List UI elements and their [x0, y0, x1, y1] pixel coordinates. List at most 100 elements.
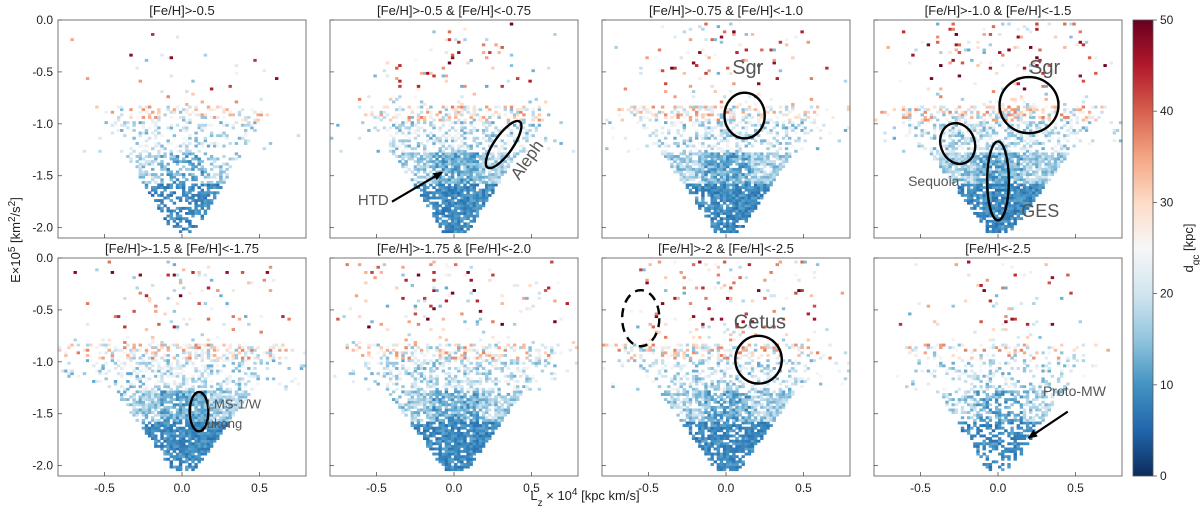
- heatmap-cell: [810, 121, 813, 124]
- heatmap-cell: [1045, 152, 1048, 155]
- heatmap-cell: [711, 194, 714, 197]
- heatmap-cell: [170, 178, 173, 181]
- heatmap-cell: [1029, 150, 1032, 153]
- heatmap-cell: [1041, 108, 1044, 111]
- heatmap-cell: [701, 152, 704, 155]
- heatmap-cell: [182, 450, 185, 453]
- heatmap-cell: [927, 108, 930, 111]
- heatmap-cell: [432, 163, 435, 166]
- heatmap-cell: [435, 207, 438, 210]
- heatmap-cell: [198, 440, 201, 443]
- heatmap-cell: [198, 453, 201, 456]
- heatmap-cell: [701, 199, 704, 202]
- heatmap-cell: [148, 435, 151, 438]
- heatmap-cell: [408, 168, 411, 171]
- heatmap-cell: [222, 145, 225, 148]
- heatmap-cell: [160, 445, 163, 448]
- heatmap-cell: [1023, 194, 1026, 197]
- heatmap-cell: [1032, 106, 1035, 109]
- heatmap-cell: [735, 184, 738, 187]
- heatmap-cell: [423, 191, 426, 194]
- heatmap-cell: [738, 158, 741, 161]
- heatmap-cell: [936, 111, 939, 114]
- heatmap-cell: [989, 101, 992, 104]
- heatmap-cells: [874, 23, 1122, 234]
- heatmap-cell: [423, 152, 426, 155]
- heatmap-cell: [976, 113, 979, 116]
- heatmap-cell: [945, 132, 948, 135]
- heatmap-cell: [711, 155, 714, 158]
- heatmap-cell: [463, 173, 466, 176]
- heatmap-cell: [711, 145, 714, 148]
- heatmap-cell: [729, 217, 732, 220]
- heatmap-cell: [167, 184, 170, 187]
- heatmap-cell: [207, 194, 210, 197]
- heatmap-cell: [451, 212, 454, 215]
- heatmap-cell: [976, 186, 979, 189]
- heatmap-cell: [470, 173, 473, 176]
- heatmap-cell: [139, 132, 142, 135]
- heatmap-cell: [970, 142, 973, 145]
- heatmap-cell: [819, 129, 822, 132]
- heatmap-cell: [136, 414, 139, 417]
- heatmap-cell: [955, 142, 958, 145]
- heatmap-cell: [621, 108, 624, 111]
- heatmap-cell: [188, 432, 191, 435]
- heatmap-cell: [707, 113, 710, 116]
- heatmap-cell: [408, 158, 411, 161]
- heatmap-cell: [807, 41, 810, 44]
- heatmap-cell: [482, 121, 485, 124]
- heatmap-cell: [497, 113, 500, 116]
- heatmap-cell: [732, 111, 735, 114]
- heatmap-cell: [948, 129, 951, 132]
- heatmap-cell: [1035, 126, 1038, 129]
- heatmap-cell: [964, 111, 967, 114]
- heatmap-cell: [1041, 111, 1044, 114]
- heatmap-cell: [460, 142, 463, 145]
- heatmap-cell: [148, 116, 151, 119]
- heatmap-cell: [1038, 160, 1041, 163]
- heatmap-cell: [1057, 152, 1060, 155]
- heatmap-cell: [260, 113, 263, 116]
- heatmap-cell: [219, 390, 222, 393]
- heatmap-cell: [711, 85, 714, 88]
- heatmap-cell: [989, 178, 992, 181]
- heatmap-cell: [244, 119, 247, 122]
- heatmap-cell: [1113, 129, 1116, 132]
- heatmap-cell: [880, 111, 883, 114]
- heatmap-cell: [160, 390, 163, 393]
- heatmap-cell: [435, 191, 438, 194]
- heatmap-cell: [501, 171, 504, 174]
- heatmap-cell: [173, 383, 176, 386]
- heatmap-cell: [714, 210, 717, 213]
- heatmap-cell: [194, 403, 197, 406]
- heatmap-cell: [485, 106, 488, 109]
- heatmap-cell: [683, 116, 686, 119]
- heatmap-cell: [729, 176, 732, 179]
- heatmap-cell: [701, 189, 704, 192]
- heatmap-cell: [933, 147, 936, 150]
- heatmap-cell: [976, 124, 979, 127]
- heatmap-cell: [513, 113, 516, 116]
- heatmap-cell: [198, 427, 201, 430]
- heatmap-cell: [902, 106, 905, 109]
- heatmap-cell: [380, 111, 383, 114]
- heatmap-cell: [729, 119, 732, 122]
- heatmap-cell: [179, 230, 182, 233]
- heatmap-cell: [429, 132, 432, 135]
- panel-grid: [Fe/H]>-0.50.0-0.5-1.0-1.5-2.0[Fe/H]>-0.…: [32, 3, 1122, 495]
- heatmap-cell: [191, 453, 194, 456]
- heatmap-cell: [473, 197, 476, 200]
- heatmap-cell: [145, 160, 148, 163]
- heatmap-cell: [720, 212, 723, 215]
- heatmap-cell: [145, 385, 148, 388]
- heatmap-cell: [1001, 199, 1004, 202]
- heatmap-cell: [451, 197, 454, 200]
- heatmap-cell: [510, 129, 513, 132]
- heatmap-cell: [429, 121, 432, 124]
- heatmap-cell: [754, 173, 757, 176]
- heatmap-cell: [769, 181, 772, 184]
- heatmap-cell: [154, 186, 157, 189]
- heatmap-cell: [229, 390, 232, 393]
- heatmap-cell: [695, 160, 698, 163]
